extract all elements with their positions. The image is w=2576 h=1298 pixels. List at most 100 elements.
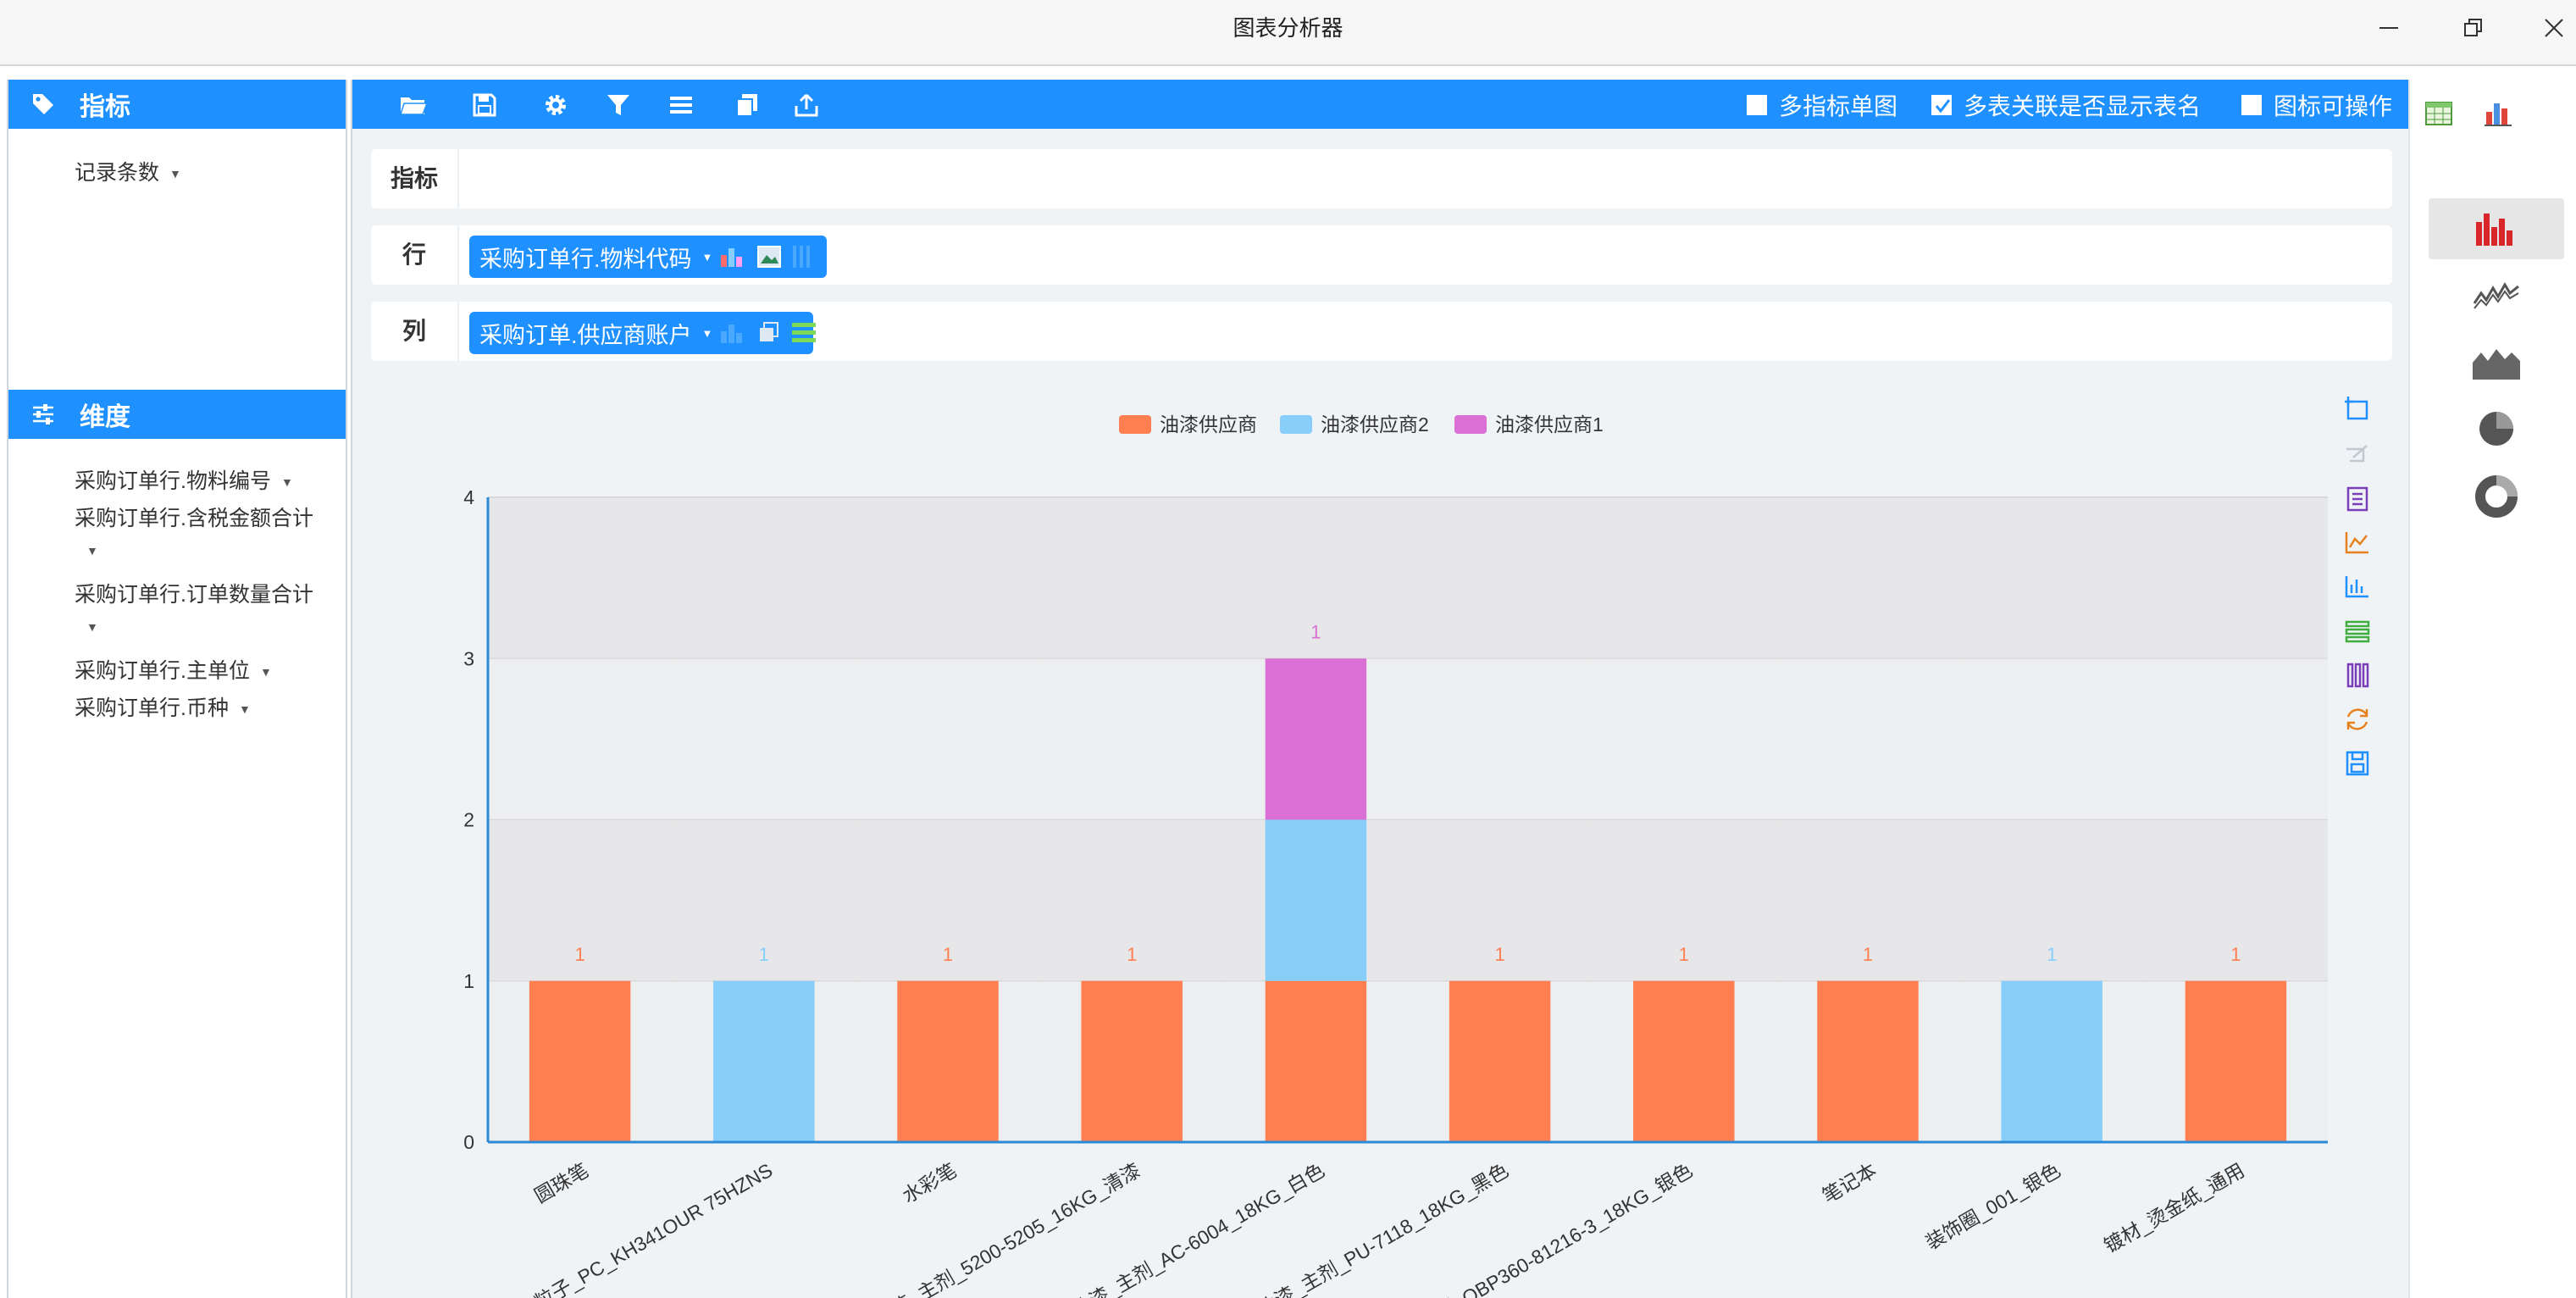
minimize-button[interactable] (2351, 0, 2427, 56)
measure-item-label: 记录条数 (75, 161, 160, 185)
bar-segment[interactable] (2185, 980, 2287, 1142)
measure-drop-zone[interactable]: 指标 (371, 149, 2392, 208)
export-icon[interactable] (788, 86, 825, 124)
duplicate-icon[interactable] (756, 321, 782, 345)
stack-icon[interactable] (2345, 620, 2370, 643)
legend-swatch[interactable] (1280, 415, 1312, 434)
show-table-name-checkbox[interactable]: 多表关联是否显示表名 (1931, 90, 2201, 120)
table-icon[interactable] (2424, 98, 2457, 132)
tiled-icon[interactable] (2346, 663, 2369, 688)
row-drop-zone[interactable]: 行 采购订单行.物料代码 ▼ (371, 225, 2392, 285)
x-tick-label: 装饰圈_001_银色 (1922, 1159, 2064, 1254)
dimension-item[interactable]: 采购订单行.订单数量合计 (75, 578, 313, 608)
y-tick-label: 0 (463, 1131, 474, 1153)
save-icon[interactable] (466, 86, 503, 124)
data-label: 1 (2047, 944, 2057, 965)
data-label: 1 (1127, 944, 1137, 965)
checkbox-label: 多表关联是否显示表名 (1964, 93, 2202, 119)
close-button[interactable] (2516, 0, 2576, 56)
bar-segment[interactable] (1265, 658, 1367, 820)
dimension-item[interactable]: 采购订单行.物料编号 ▼ (75, 464, 293, 495)
legend-label[interactable]: 油漆供应商2 (1321, 413, 1429, 435)
chart-type-panel (2408, 80, 2576, 1298)
line-chart-icon[interactable] (2345, 532, 2368, 554)
chart-icon[interactable] (2483, 98, 2517, 132)
dimension-item[interactable]: 采购订单行.主单位 ▼ (75, 654, 272, 685)
area-zoom-icon[interactable] (2345, 397, 2368, 420)
analysis-workspace: 多指标单图 多表关联是否显示表名 图标可操作 指标 行 采购订单行.物料代码 ▼ … (351, 80, 2409, 1298)
dimensions-title: 维度 (80, 403, 130, 431)
dropdown-caret-icon[interactable]: ▼ (701, 326, 713, 340)
row-field-label: 采购订单行.物料代码 (479, 246, 692, 272)
bar-segment[interactable] (1449, 980, 1551, 1142)
chart-operable-checkbox[interactable]: 图标可操作 (2241, 90, 2392, 120)
zoom-reset-icon[interactable] (2346, 445, 2368, 463)
dropdown-caret-icon[interactable]: ▼ (701, 250, 713, 263)
bar-chart-icon[interactable] (2345, 576, 2368, 598)
save-image-icon[interactable] (2346, 751, 2369, 776)
data-label: 1 (2230, 944, 2241, 965)
copy-icon[interactable] (728, 86, 766, 124)
columns-icon[interactable] (790, 244, 816, 269)
checkbox-box[interactable] (1931, 95, 1952, 115)
dimension-item-label: 采购订单行.主单位 (75, 659, 250, 683)
legend-label[interactable]: 油漆供应商 (1160, 413, 1257, 435)
bar-sort-icon[interactable] (719, 321, 748, 345)
measures-title: 指标 (80, 93, 130, 121)
bar-segment[interactable] (1633, 980, 1735, 1142)
dropdown-caret-icon[interactable]: ▼ (86, 620, 98, 634)
bar-segment[interactable] (2001, 980, 2102, 1142)
area-type-icon[interactable] (2429, 332, 2564, 393)
restore-window-icon (2464, 19, 2482, 36)
donut-type-icon[interactable] (2429, 466, 2564, 527)
bar-segment[interactable] (1817, 980, 1919, 1142)
settings-icon[interactable] (537, 86, 574, 124)
checkbox-label: 多指标单图 (1779, 93, 1898, 119)
data-label: 1 (1863, 944, 1873, 965)
bar-segment[interactable] (1265, 819, 1367, 981)
bar-segment[interactable] (529, 980, 631, 1142)
dropdown-caret-icon[interactable]: ▼ (169, 167, 181, 181)
bar-segment[interactable] (1265, 980, 1367, 1142)
dimension-item[interactable]: 采购订单行.含税金额合计 (75, 502, 313, 532)
rows-icon[interactable] (790, 320, 817, 346)
column-field-pill[interactable]: 采购订单.供应商账户 ▼ (469, 312, 817, 354)
filter-icon[interactable] (600, 86, 637, 124)
x-tick-label: 镀材_烫金纸_通用 (2100, 1159, 2248, 1257)
multi-measure-single-chart-checkbox[interactable]: 多指标单图 (1747, 90, 1897, 120)
line-type-icon[interactable] (2429, 264, 2564, 325)
dropdown-caret-icon[interactable]: ▼ (86, 544, 98, 557)
dimension-item-label: 采购订单行.物料编号 (75, 469, 271, 493)
dropdown-caret-icon[interactable]: ▼ (238, 702, 251, 717)
pie-type-icon[interactable] (2429, 398, 2564, 459)
restore-icon[interactable] (2346, 708, 2368, 730)
row-field-pill[interactable]: 采购订单行.物料代码 ▼ (469, 236, 827, 278)
checkbox-box[interactable] (1747, 95, 1767, 115)
legend-label[interactable]: 油漆供应商1 (1495, 413, 1604, 435)
legend-swatch[interactable] (1454, 415, 1487, 434)
checkbox-box[interactable] (2241, 95, 2262, 115)
legend-swatch[interactable] (1119, 415, 1151, 434)
dropdown-caret-icon[interactable]: ▼ (280, 475, 293, 490)
bar-segment[interactable] (713, 980, 815, 1142)
row-zone-label: 行 (371, 225, 459, 285)
bar-sort-icon[interactable] (719, 245, 748, 269)
image-icon[interactable] (756, 245, 782, 269)
dimension-item[interactable]: 采购订单行.币种 ▼ (75, 691, 251, 722)
dropdown-caret-icon[interactable]: ▼ (259, 665, 272, 680)
column-drop-zone[interactable]: 列 采购订单.供应商账户 ▼ (371, 302, 2392, 361)
measures-header: 指标 (8, 80, 346, 129)
data-view-icon[interactable] (2346, 486, 2368, 512)
data-label: 1 (1494, 944, 1504, 965)
dimension-item-label: 采购订单行.含税金额合计 (75, 507, 313, 530)
restore-button[interactable] (2435, 0, 2512, 56)
bar-segment[interactable] (897, 980, 999, 1142)
list-icon[interactable] (662, 86, 700, 124)
y-tick-label: 1 (463, 970, 474, 992)
open-folder-icon[interactable] (395, 86, 432, 124)
bar-segment[interactable] (1081, 980, 1183, 1142)
measure-item-record-count[interactable]: 记录条数 ▼ (75, 156, 181, 186)
data-label: 1 (1679, 944, 1689, 965)
bar-type-icon[interactable] (2429, 198, 2564, 259)
